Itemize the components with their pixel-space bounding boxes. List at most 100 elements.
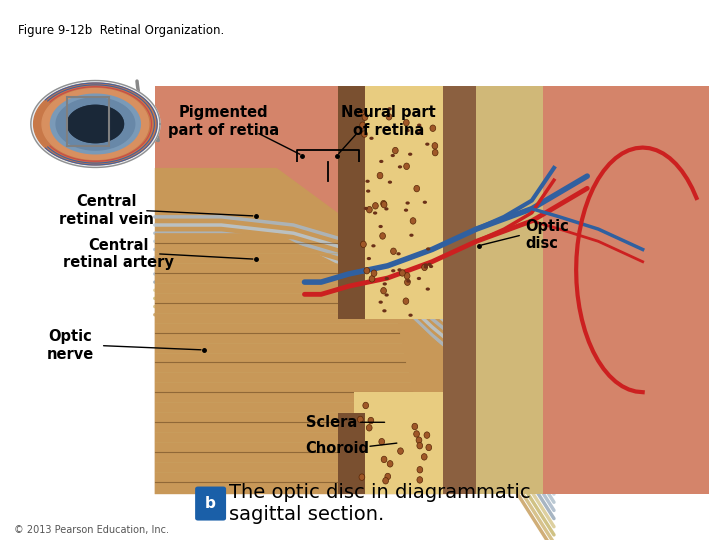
- Ellipse shape: [432, 150, 438, 156]
- Circle shape: [423, 264, 428, 267]
- Ellipse shape: [403, 119, 409, 126]
- Bar: [155, 86, 709, 494]
- Polygon shape: [42, 89, 149, 159]
- Ellipse shape: [368, 417, 374, 424]
- Ellipse shape: [385, 473, 391, 480]
- Text: Sclera: Sclera: [305, 415, 357, 430]
- Circle shape: [418, 131, 422, 134]
- Ellipse shape: [359, 474, 365, 481]
- Polygon shape: [68, 105, 124, 143]
- Ellipse shape: [387, 461, 393, 467]
- Ellipse shape: [430, 125, 436, 131]
- Ellipse shape: [377, 172, 383, 179]
- Ellipse shape: [361, 131, 367, 137]
- Circle shape: [426, 247, 431, 251]
- Ellipse shape: [379, 233, 385, 239]
- Circle shape: [405, 201, 410, 205]
- Circle shape: [372, 244, 376, 247]
- Polygon shape: [155, 233, 460, 494]
- Ellipse shape: [392, 147, 398, 154]
- Circle shape: [404, 208, 408, 212]
- Ellipse shape: [421, 454, 427, 460]
- Ellipse shape: [366, 206, 372, 213]
- Circle shape: [426, 143, 430, 146]
- Ellipse shape: [424, 432, 430, 438]
- Polygon shape: [31, 80, 160, 167]
- Ellipse shape: [397, 448, 403, 454]
- Circle shape: [397, 268, 402, 272]
- Polygon shape: [338, 86, 366, 319]
- Text: © 2013 Pearson Education, Inc.: © 2013 Pearson Education, Inc.: [14, 525, 169, 535]
- Circle shape: [409, 234, 413, 237]
- Circle shape: [384, 277, 389, 280]
- Ellipse shape: [414, 431, 420, 437]
- FancyBboxPatch shape: [195, 487, 226, 521]
- Polygon shape: [477, 86, 543, 494]
- Circle shape: [369, 137, 374, 140]
- Ellipse shape: [422, 264, 428, 271]
- Text: Neural part
of retina: Neural part of retina: [341, 105, 436, 138]
- Polygon shape: [155, 168, 460, 494]
- Circle shape: [366, 190, 370, 193]
- Ellipse shape: [381, 456, 387, 463]
- Circle shape: [426, 287, 430, 291]
- Circle shape: [387, 107, 392, 110]
- Circle shape: [373, 211, 377, 214]
- Circle shape: [384, 207, 389, 211]
- Text: Central
retinal vein: Central retinal vein: [59, 194, 154, 227]
- Ellipse shape: [417, 442, 423, 449]
- Circle shape: [398, 165, 402, 168]
- Ellipse shape: [404, 273, 410, 279]
- Circle shape: [384, 293, 389, 296]
- Ellipse shape: [366, 424, 372, 431]
- Ellipse shape: [361, 241, 366, 247]
- Circle shape: [379, 301, 383, 304]
- Ellipse shape: [426, 444, 432, 451]
- Text: The optic disc in diagrammatic
sagittal section.: The optic disc in diagrammatic sagittal …: [229, 483, 531, 524]
- Ellipse shape: [379, 438, 384, 445]
- Ellipse shape: [369, 275, 375, 282]
- Ellipse shape: [403, 298, 409, 305]
- Ellipse shape: [359, 110, 364, 116]
- Ellipse shape: [414, 185, 420, 192]
- Polygon shape: [34, 83, 157, 165]
- Polygon shape: [354, 392, 487, 494]
- Circle shape: [391, 269, 395, 272]
- Ellipse shape: [410, 218, 416, 224]
- Text: Choroid: Choroid: [305, 441, 369, 456]
- Polygon shape: [68, 105, 124, 143]
- Ellipse shape: [432, 143, 438, 149]
- Polygon shape: [443, 86, 477, 494]
- Ellipse shape: [381, 287, 387, 294]
- Ellipse shape: [372, 270, 377, 276]
- Text: Figure 9-12b  Retinal Organization.: Figure 9-12b Retinal Organization.: [18, 24, 224, 37]
- Ellipse shape: [382, 201, 387, 208]
- Text: Pigmented
part of retina: Pigmented part of retina: [168, 105, 279, 138]
- Ellipse shape: [405, 279, 410, 286]
- Circle shape: [408, 153, 413, 156]
- Ellipse shape: [362, 114, 368, 120]
- Circle shape: [428, 263, 432, 266]
- Polygon shape: [543, 86, 709, 494]
- Ellipse shape: [390, 248, 396, 254]
- Circle shape: [391, 154, 395, 157]
- Polygon shape: [338, 413, 366, 494]
- Circle shape: [382, 282, 387, 286]
- Ellipse shape: [381, 200, 387, 207]
- Text: Central
retinal artery: Central retinal artery: [63, 238, 174, 270]
- Bar: [68, 97, 109, 146]
- Circle shape: [417, 124, 421, 127]
- Ellipse shape: [357, 416, 363, 423]
- Ellipse shape: [400, 269, 405, 276]
- Circle shape: [408, 314, 413, 317]
- Circle shape: [405, 129, 410, 132]
- Polygon shape: [56, 98, 135, 150]
- Circle shape: [424, 265, 428, 268]
- Ellipse shape: [360, 122, 366, 129]
- Text: Optic
nerve: Optic nerve: [47, 329, 94, 362]
- Ellipse shape: [372, 202, 378, 209]
- Circle shape: [388, 180, 392, 184]
- Circle shape: [382, 309, 387, 313]
- Circle shape: [423, 201, 427, 204]
- Circle shape: [366, 180, 370, 183]
